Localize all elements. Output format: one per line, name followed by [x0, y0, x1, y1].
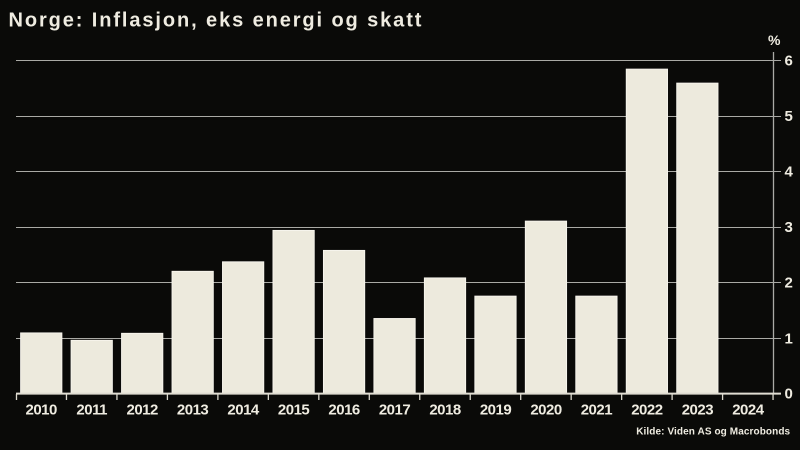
svg-text:2: 2 — [785, 275, 793, 292]
svg-text:2019: 2019 — [480, 401, 512, 418]
svg-text:2022: 2022 — [631, 401, 663, 418]
svg-text:2024: 2024 — [732, 401, 765, 418]
svg-text:2021: 2021 — [581, 401, 613, 418]
svg-text:3: 3 — [785, 219, 793, 236]
svg-text:5: 5 — [785, 108, 793, 125]
svg-text:6: 6 — [785, 52, 793, 69]
svg-text:%: % — [768, 32, 781, 48]
svg-text:Kilde: Viden AS og Macrobonds: Kilde: Viden AS og Macrobonds — [636, 426, 790, 437]
svg-text:2016: 2016 — [328, 401, 360, 418]
svg-text:Norge: Inflasjon, eks energi o: Norge: Inflasjon, eks energi og skatt — [9, 10, 424, 32]
svg-text:2020: 2020 — [530, 401, 562, 418]
svg-text:0: 0 — [785, 386, 793, 403]
svg-text:2010: 2010 — [26, 401, 58, 418]
svg-text:2023: 2023 — [682, 401, 714, 418]
svg-text:2015: 2015 — [278, 401, 310, 418]
svg-text:2011: 2011 — [76, 401, 107, 418]
svg-text:4: 4 — [785, 164, 794, 181]
svg-text:2017: 2017 — [379, 401, 411, 418]
svg-text:1: 1 — [785, 330, 793, 347]
svg-text:2013: 2013 — [177, 401, 209, 418]
svg-text:2014: 2014 — [227, 401, 260, 418]
svg-text:2012: 2012 — [127, 401, 159, 418]
svg-text:2018: 2018 — [429, 401, 461, 418]
